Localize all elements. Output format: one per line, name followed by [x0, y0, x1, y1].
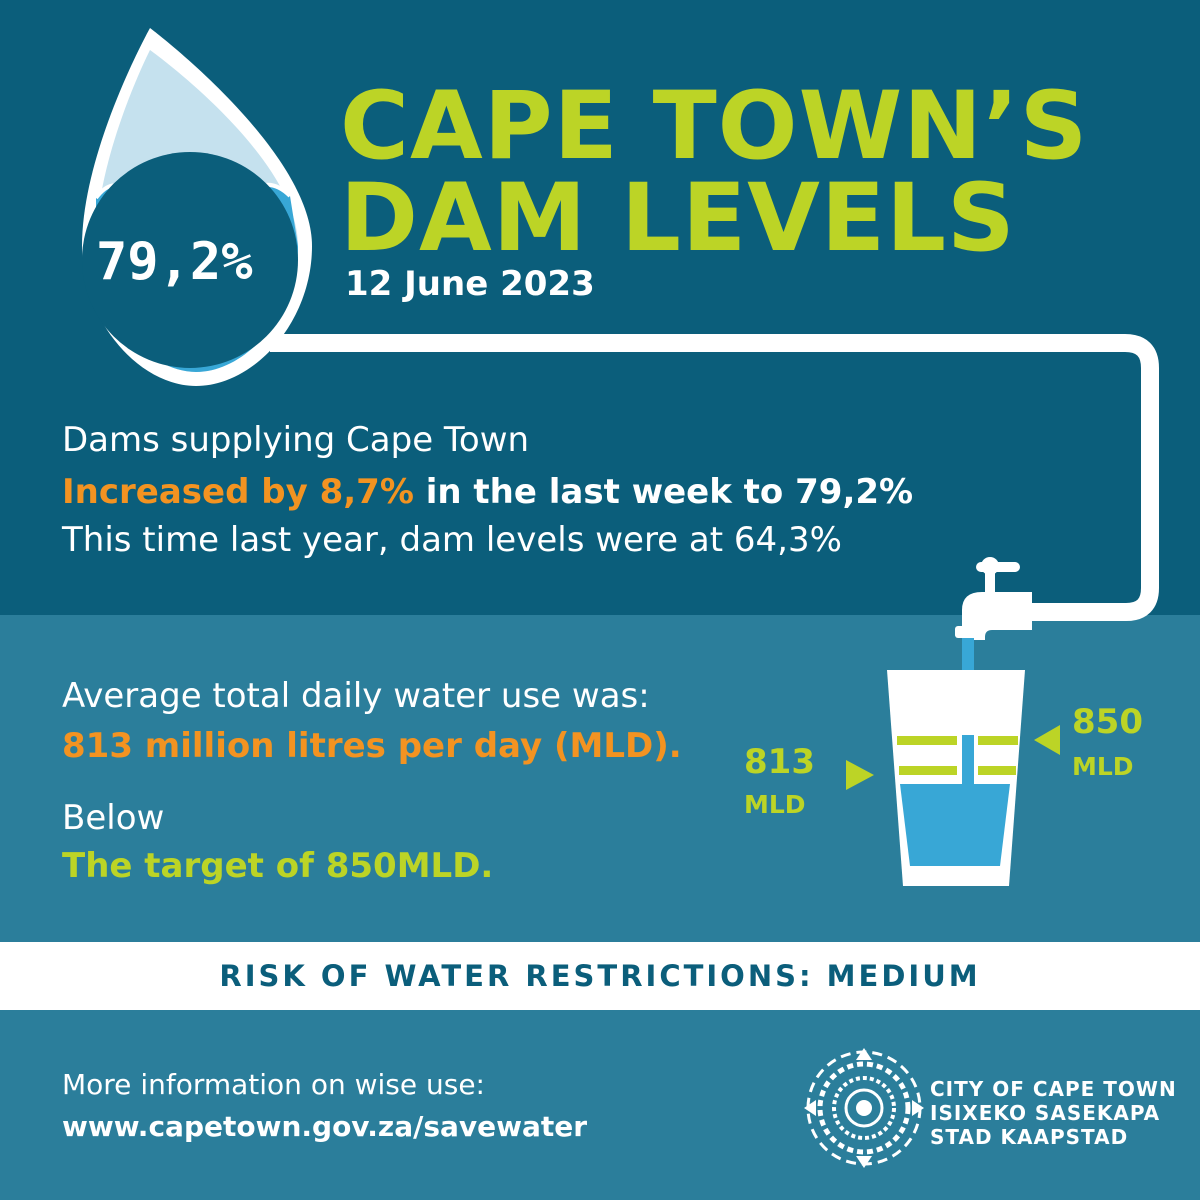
target-value-label: 850: [1072, 702, 1143, 742]
glass-icon: [887, 670, 1025, 886]
usage-unit-label: MLD: [744, 790, 806, 819]
target-arrow-icon: [1034, 725, 1060, 755]
water-drop-icon: [82, 28, 312, 386]
info-url-link[interactable]: www.capetown.gov.za/savewater: [62, 1110, 588, 1143]
info-label: More information on wise use:: [62, 1068, 485, 1101]
report-date: 12 June 2023: [345, 264, 595, 304]
glass-water-fill: [900, 784, 1010, 866]
usage-line-left: [899, 766, 957, 775]
title-line-1: CAPE TOWN’S: [340, 72, 1089, 181]
title-line-2: DAM LEVELS: [340, 164, 1016, 273]
increase-highlight: Increased by 8,7%: [62, 472, 414, 512]
usage-value-label: 813: [744, 742, 815, 782]
usage-arrow-icon: [846, 760, 874, 790]
org-name-english: CITY OF CAPE TOWN: [930, 1077, 1177, 1101]
city-emblem-icon: [804, 1048, 924, 1168]
summary-line-3: This time last year, dam levels were at …: [62, 520, 842, 560]
usage-line-3: Below: [62, 798, 165, 838]
org-name-xhosa: ISIXEKO SASEKAPA: [930, 1101, 1161, 1125]
usage-line-2: 813 million litres per day (MLD).: [62, 726, 682, 766]
usage-line-right: [978, 766, 1016, 775]
tap-icon: [955, 557, 1032, 640]
summary-line-1: Dams supplying Cape Town: [62, 420, 530, 460]
risk-banner-text: RISK OF WATER RESTRICTIONS: MEDIUM: [219, 959, 981, 993]
footer-section: [0, 1010, 1200, 1200]
target-unit-label: MLD: [1072, 752, 1134, 781]
target-line-left: [897, 736, 957, 745]
increase-rest: in the last week to 79,2%: [413, 472, 914, 512]
pipe-icon: [270, 334, 1159, 621]
summary-line-2: Increased by 8,7% in the last week to 79…: [62, 472, 913, 512]
org-name-afrikaans: STAD KAAPSTAD: [930, 1125, 1129, 1149]
risk-band: [0, 942, 1200, 1010]
usage-line-4: The target of 850MLD.: [62, 846, 494, 886]
target-line-right: [978, 736, 1018, 745]
usage-line-1: Average total daily water use was:: [62, 676, 650, 716]
dam-level-percent: 79,2%: [96, 232, 253, 292]
